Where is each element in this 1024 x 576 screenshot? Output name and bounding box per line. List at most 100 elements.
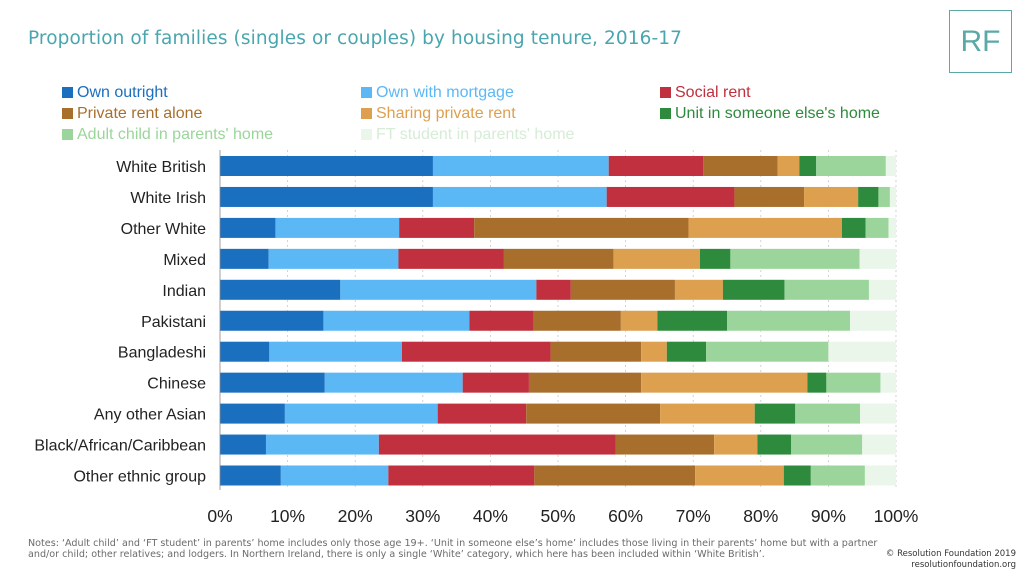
bar-segment (666, 341, 707, 362)
bar-segment (799, 156, 817, 176)
bar-segment (269, 341, 402, 362)
legend-label: Private rent alone (77, 105, 203, 122)
bar-segment (401, 341, 551, 362)
bar-segment (388, 465, 535, 486)
bar-segment (606, 186, 735, 207)
category-label: White British (116, 159, 206, 176)
bar-segment (864, 465, 896, 486)
bar-segment (526, 403, 661, 424)
bar-segment (340, 279, 537, 300)
bar-segment (880, 372, 896, 393)
bar-segment (284, 403, 438, 424)
bar-segment (268, 248, 399, 269)
bar-segment (462, 372, 529, 393)
bar-segment (703, 156, 778, 176)
copyright-line: © Resolution Foundation 2019 (885, 549, 1016, 559)
bar-segment (613, 248, 700, 269)
website-line: resolutionfoundation.org (911, 560, 1016, 570)
bar-segment (641, 341, 667, 362)
bar-segment (699, 248, 731, 269)
legend-label: Sharing private rent (376, 105, 516, 122)
legend-label: Own with mortgage (376, 84, 514, 101)
bar-segment (777, 156, 800, 176)
bar-segment (615, 434, 715, 455)
bar-segment (620, 310, 658, 331)
chart-notes: Notes: ‘Adult child’ and ‘FT student’ in… (28, 538, 878, 560)
bar-segment (850, 310, 896, 331)
category-label: Black/African/Caribbean (34, 438, 206, 455)
legend-swatch (361, 87, 372, 98)
bar-segment (399, 217, 475, 238)
category-label: Indian (162, 283, 206, 300)
x-tick-label: 60% (608, 506, 643, 526)
legend-swatch (660, 108, 671, 119)
bar-segment (826, 372, 881, 393)
bar-segment (469, 310, 534, 331)
legend-swatch (660, 87, 671, 98)
bar-segment (220, 341, 270, 362)
x-tick-label: 80% (743, 506, 778, 526)
bar-segment (841, 217, 866, 238)
bar-segment (265, 434, 379, 455)
bar-segment (220, 248, 269, 269)
bar-segment (865, 217, 889, 238)
category-label: Mixed (163, 252, 206, 269)
legend-swatch (361, 129, 372, 140)
bar-segment (503, 248, 614, 269)
legend-label: Social rent (675, 84, 751, 101)
bar-segment (220, 186, 433, 207)
bar-segment (528, 372, 642, 393)
category-label: Bangladeshi (118, 345, 206, 362)
bar-segment (706, 341, 829, 362)
bar-segment (220, 156, 433, 176)
bar-segment (714, 434, 758, 455)
bar-segment (437, 403, 527, 424)
bar-segment (688, 217, 842, 238)
bar-segment (533, 310, 621, 331)
bar-segment (550, 341, 642, 362)
bar-segment (859, 248, 896, 269)
bar-segment (828, 341, 896, 362)
bar-segment (398, 248, 504, 269)
bar-segment (660, 403, 755, 424)
bar-segment (860, 403, 896, 424)
bar-segment (432, 156, 609, 176)
bar-segment (641, 372, 808, 393)
bars-layer (220, 156, 896, 486)
bar-segment (878, 186, 890, 207)
x-tick-label: 0% (207, 506, 232, 526)
bar-segment (889, 186, 896, 207)
bar-segment (784, 279, 869, 300)
bar-segment (280, 465, 389, 486)
bar-segment (220, 217, 276, 238)
bar-segment (807, 372, 827, 393)
legend-swatch (62, 129, 73, 140)
bar-segment (220, 434, 266, 455)
legend-label: Own outright (77, 84, 168, 101)
bar-segment (795, 403, 861, 424)
bar-segment (727, 310, 851, 331)
bar-segment (862, 434, 896, 455)
bar-segment (432, 186, 607, 207)
bar-segment (868, 279, 896, 300)
x-tick-label: 100% (874, 506, 919, 526)
x-tick-label: 50% (540, 506, 575, 526)
bar-segment (323, 310, 470, 331)
bar-segment (275, 217, 400, 238)
legend-label: Unit in someone else's home (675, 105, 880, 122)
bar-segment (474, 217, 689, 238)
legend-label: FT student in parents' home (376, 126, 575, 143)
category-label: Pakistani (141, 314, 206, 331)
bar-segment (220, 279, 341, 300)
legend-swatch (62, 108, 73, 119)
x-tick-label: 40% (473, 506, 508, 526)
bar-segment (324, 372, 463, 393)
legend-layer: Own outright Own with mortgage Social rent… (62, 84, 880, 143)
x-tick-label: 90% (811, 506, 846, 526)
resolution-foundation-logo: RF (949, 10, 1012, 73)
legend-swatch (62, 87, 73, 98)
legend-label: Adult child in parents' home (77, 126, 273, 143)
chart-title: Proportion of families (singles or coupl… (28, 28, 682, 49)
x-tick-label: 30% (405, 506, 440, 526)
